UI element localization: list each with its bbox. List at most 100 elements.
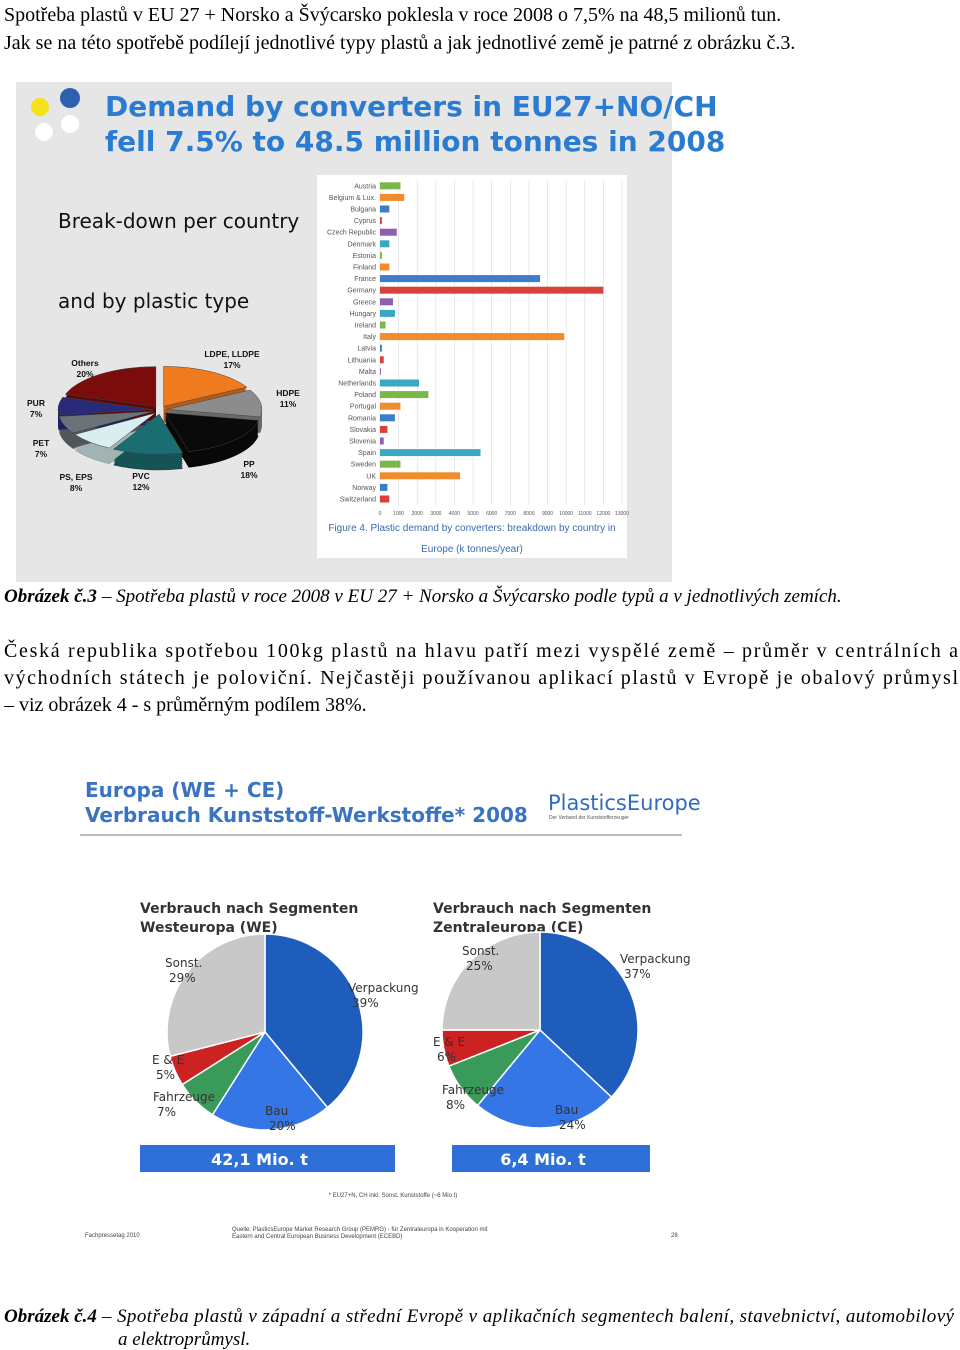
pie-value-label: 11% <box>280 399 297 409</box>
x-tick-label: 10000 <box>559 511 573 517</box>
pie-slice <box>57 396 154 415</box>
bar <box>380 437 384 445</box>
bar <box>380 460 401 468</box>
pie-label: LDPE, LLDPE <box>204 349 260 359</box>
bar <box>380 414 395 422</box>
total-label: 6,4 Mio. t <box>500 1150 586 1169</box>
pie-value-label: 8% <box>70 483 83 493</box>
logo: PlasticsEurope <box>548 791 701 815</box>
figure-subtitle: and by plastic type <box>58 289 249 313</box>
bar-category: Finland <box>353 265 376 272</box>
x-tick-label: 2000 <box>412 511 423 517</box>
pie-value-label: 18% <box>240 470 257 480</box>
pie-slice <box>74 412 156 449</box>
bar <box>380 240 390 248</box>
logo-dot <box>31 98 49 116</box>
slide-title: Verbrauch Kunststoff-Werkstoffe* 2008 <box>85 803 528 827</box>
pie-label: Verpackung <box>620 952 691 966</box>
bar-category: Poland <box>354 392 376 399</box>
bar-category: Czech Republic <box>327 230 377 237</box>
x-tick-label: 4000 <box>449 511 460 517</box>
footer-left: Fachpressetag 2010 <box>85 1233 140 1239</box>
x-tick-label: 12000 <box>596 511 610 517</box>
pie-label: E & E <box>152 1053 184 1067</box>
intro-line: Spotřeba plastů v EU 27 + Norsko a Švýca… <box>4 2 781 26</box>
caption-label: Obrázek č.4 <box>4 1306 97 1327</box>
pie-label: PS, EPS <box>59 472 92 482</box>
pie-value-label: 17% <box>223 360 240 370</box>
bar <box>380 298 394 306</box>
x-tick-label: 6000 <box>486 511 497 517</box>
bar-category: Slovenia <box>349 439 376 446</box>
x-tick-label: 13000 <box>615 511 629 517</box>
bar <box>380 472 461 480</box>
body-line: – viz obrázek 4 - s průměrným podílem 38… <box>3 694 367 716</box>
figure-subtitle: Break-down per country <box>58 209 299 233</box>
bar <box>380 483 388 491</box>
pie-value-label: 29% <box>169 971 196 985</box>
pie-label: Others <box>71 358 99 368</box>
footnote: * EU27+N, CH inkl. Sonst. Kunststoffe (~… <box>329 1193 458 1199</box>
pie-slice <box>441 931 541 1031</box>
bar <box>380 356 384 364</box>
total-bar <box>140 1145 395 1172</box>
slide-title: Europa (WE + CE) <box>85 778 284 802</box>
pie-label: Fahrzeuge <box>153 1090 215 1104</box>
pie-title: Westeuropa (WE) <box>140 920 278 936</box>
bar <box>380 449 481 457</box>
source-line: Eastern and Central European Business De… <box>232 1234 402 1240</box>
pie-value-label: 6% <box>437 1050 456 1064</box>
pie-label: E & E <box>433 1035 465 1049</box>
bar <box>380 193 405 201</box>
pie-value-label: 7% <box>30 409 43 419</box>
pie-label: PET <box>33 438 50 448</box>
bar-category: Greece <box>353 299 376 306</box>
pie-slice <box>211 1030 329 1131</box>
bar-category: UK <box>366 473 376 480</box>
pie-title: Verbrauch nach Segmenten <box>433 901 651 917</box>
bar-category: Denmark <box>348 241 377 248</box>
pie-value-label: 7% <box>35 449 48 459</box>
bar <box>380 228 397 236</box>
source-line: Quelle: PlasticsEurope Market Research G… <box>232 1227 488 1233</box>
total-bar <box>452 1145 650 1172</box>
x-tick-label: 0 <box>379 511 382 517</box>
pie-value-label: 20% <box>269 1119 296 1133</box>
pie-label: Bau <box>265 1104 288 1118</box>
caption-label: Obrázek č.3 <box>4 586 97 607</box>
bar-category: Bulgaria <box>350 207 376 214</box>
bar-category: Switzerland <box>340 497 376 504</box>
pie-value-label: 7% <box>157 1105 176 1119</box>
pie-slice <box>58 411 154 434</box>
x-tick-label: 11000 <box>578 511 592 517</box>
bar <box>380 333 565 341</box>
bar-category: Portugal <box>350 404 377 411</box>
bar <box>380 309 395 317</box>
bar <box>380 275 541 283</box>
figure-title: Demand by converters in EU27+NO/CH <box>105 90 718 123</box>
figure-title: fell 7.5% to 48.5 million tonnes in 2008 <box>105 125 725 158</box>
pie-slice <box>163 366 248 407</box>
pie-label: Bau <box>555 1103 578 1117</box>
bar-category: Latvia <box>357 346 376 353</box>
pie-label: PUR <box>27 398 45 408</box>
pie-slice <box>264 933 364 1109</box>
bar <box>380 286 604 294</box>
x-tick-label: 7000 <box>505 511 516 517</box>
bar-category: Spain <box>358 450 376 457</box>
bar-category: Sweden <box>351 462 376 469</box>
pie-label: Verpackung <box>348 981 419 995</box>
bar <box>380 321 386 329</box>
pie-label: PP <box>243 459 255 469</box>
pie-slice <box>166 389 263 418</box>
bar-category: Lithuania <box>348 357 377 364</box>
x-tick-label: 1000 <box>393 511 404 517</box>
bar <box>380 344 382 352</box>
bar <box>380 263 390 271</box>
pie-slice <box>539 931 639 1099</box>
pie-value-label: 20% <box>76 369 93 379</box>
bar <box>380 391 429 399</box>
bar <box>380 367 381 375</box>
